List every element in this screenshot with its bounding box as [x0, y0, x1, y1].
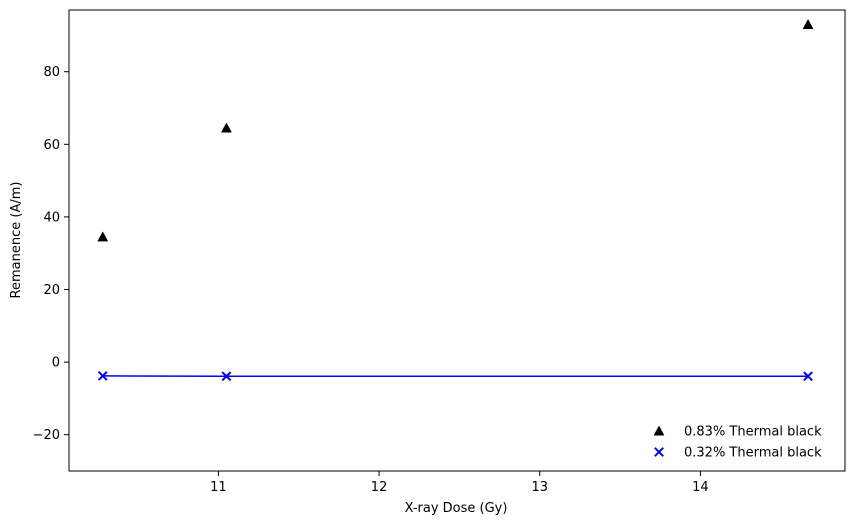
plot-area: [68, 9, 846, 472]
data-point: [802, 18, 814, 30]
y-tick-label: 80: [43, 65, 60, 80]
legend-marker: [653, 425, 665, 436]
y-tick-label: −20: [33, 428, 60, 443]
legend-marker: [654, 447, 664, 457]
y-axis: −20 0 20 40 60 80: [33, 65, 69, 443]
y-tick-label: 40: [43, 210, 60, 225]
y-tick-label: 20: [43, 283, 60, 298]
data-point: [221, 122, 232, 133]
data-point: [97, 231, 109, 242]
legend-item: 0.32% Thermal black: [654, 446, 822, 461]
data-point: [97, 370, 108, 381]
data-point: [803, 371, 813, 382]
x-tick-label: 11: [210, 480, 227, 495]
legend: 0.83% Thermal black 0.32% Thermal black: [653, 425, 822, 461]
x-tick-label: 13: [531, 480, 548, 495]
legend-label: 0.83% Thermal black: [684, 425, 822, 440]
y-axis-label: Remanence (A/m): [9, 182, 24, 299]
x-tick-label: 12: [371, 480, 388, 495]
legend-item: 0.83% Thermal black: [653, 425, 822, 440]
x-axis-label: X-ray Dose (Gy): [405, 501, 508, 516]
data-point: [221, 371, 232, 382]
y-tick-label: 0: [52, 356, 60, 371]
x-axis: 11 12 13 14: [210, 471, 709, 495]
y-tick-label: 60: [43, 138, 60, 153]
plot-frame: [68, 9, 846, 472]
x-tick-label: 14: [692, 480, 709, 495]
legend-label: 0.32% Thermal black: [684, 446, 822, 461]
